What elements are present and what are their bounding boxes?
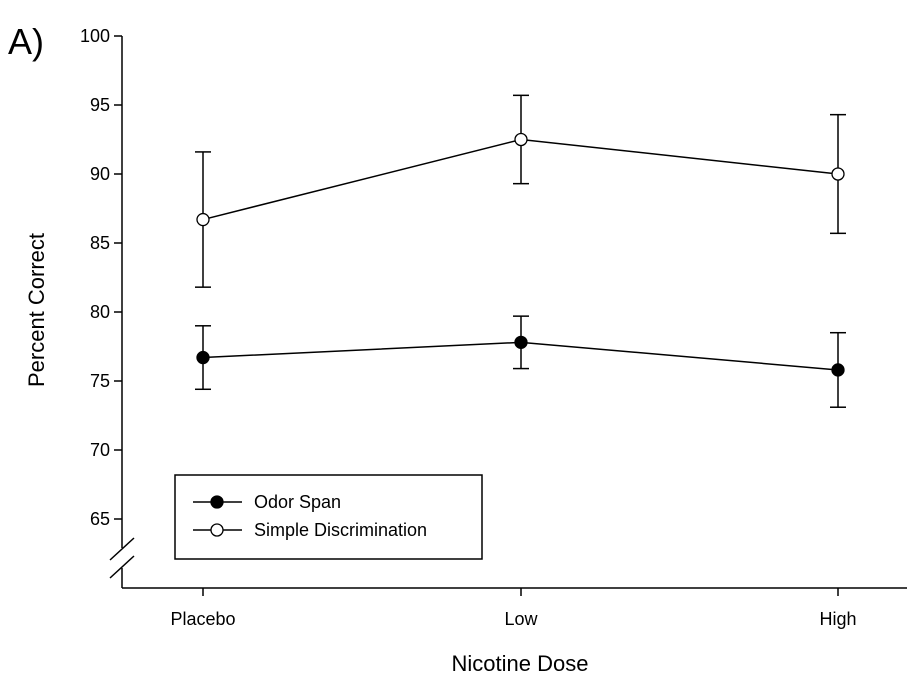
y-tick-label: 100: [80, 26, 110, 46]
y-tick-label: 80: [90, 302, 110, 322]
legend-label-simple-discrimination: Simple Discrimination: [254, 520, 427, 540]
y-tick-label: 65: [90, 509, 110, 529]
legend-box: [174, 474, 483, 560]
data-point-simple-discrimination: [831, 167, 845, 181]
x-tick-label: Placebo: [170, 609, 235, 629]
y-axis-break-mark: [109, 555, 135, 579]
y-tick-label: 85: [90, 233, 110, 253]
legend-marker-simple-discrimination: [210, 523, 224, 537]
data-point-simple-discrimination: [196, 212, 210, 227]
data-point-odor-span: [514, 335, 528, 350]
legend: Odor Span Simple Discrimination: [174, 474, 483, 560]
y-axis: 65 70 75 80 85 90 95 100: [80, 26, 135, 588]
y-axis-break-mark: [109, 537, 135, 561]
data-point-odor-span: [196, 350, 210, 365]
y-axis-title: Percent Correct: [24, 233, 49, 387]
plot-area: [195, 94, 846, 408]
x-axis-title: Nicotine Dose: [452, 651, 589, 676]
data-point-odor-span: [831, 363, 845, 377]
x-tick-label: High: [819, 609, 856, 629]
y-tick-label: 95: [90, 95, 110, 115]
y-tick-label: 75: [90, 371, 110, 391]
y-tick-label: 70: [90, 440, 110, 460]
x-axis: Placebo Low High: [122, 587, 907, 629]
panel-label: A): [8, 21, 44, 62]
legend-label-odor-span: Odor Span: [254, 492, 341, 512]
data-point-simple-discrimination: [514, 132, 528, 147]
x-tick-label: Low: [504, 609, 538, 629]
legend-marker-odor-span: [210, 495, 224, 509]
y-tick-label: 90: [90, 164, 110, 184]
